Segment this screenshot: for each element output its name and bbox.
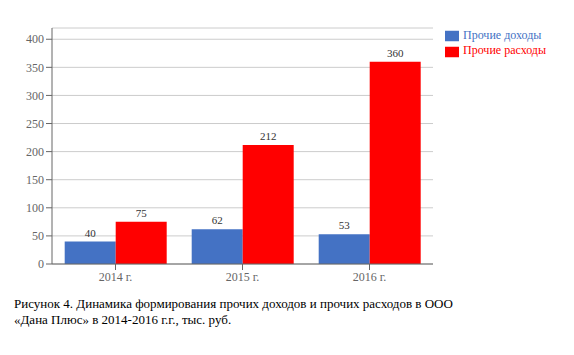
svg-text:2014 г.: 2014 г. — [99, 270, 133, 284]
html-text:Рисунок 4. Динамика формирован: Рисунок 4. Динамика формирования прочих … — [14, 296, 453, 327]
svg-text:2016 г.: 2016 г. — [353, 270, 387, 284]
svg-text:150: 150 — [26, 173, 44, 187]
html-text:Прочие расходы: Прочие расходы — [463, 43, 546, 58]
svg-text:0: 0 — [38, 257, 44, 271]
svg-text:200: 200 — [26, 145, 44, 159]
svg-text:360: 360 — [387, 47, 404, 59]
svg-text:300: 300 — [26, 89, 44, 103]
svg-text:40: 40 — [85, 227, 97, 239]
svg-text:100: 100 — [26, 201, 44, 215]
html-text:Прочие доходы: Прочие доходы — [463, 28, 542, 42]
svg-text:53: 53 — [339, 219, 351, 231]
svg-text:400: 400 — [26, 32, 44, 46]
svg-text:75: 75 — [136, 207, 148, 219]
svg-text:62: 62 — [212, 214, 223, 226]
svg-text:2015 г.: 2015 г. — [226, 270, 260, 284]
svg-text:212: 212 — [260, 130, 277, 142]
svg-text:50: 50 — [32, 229, 44, 243]
svg-text:250: 250 — [26, 117, 44, 131]
svg-text:350: 350 — [26, 61, 44, 75]
